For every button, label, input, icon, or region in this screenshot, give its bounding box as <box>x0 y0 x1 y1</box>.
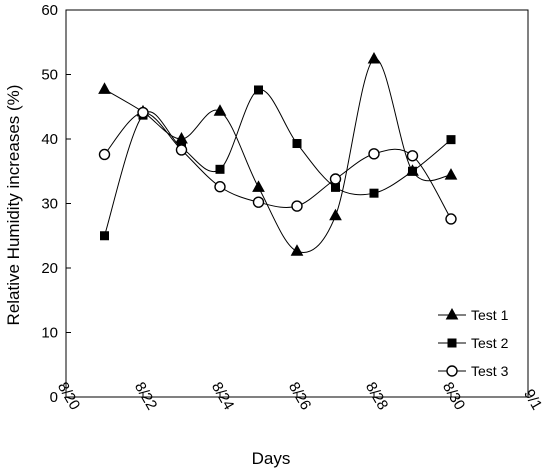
data-point <box>331 182 340 192</box>
legend-item: Test 2 <box>438 335 509 351</box>
x-tick-label: 8/28 <box>362 379 391 413</box>
y-tick-label: 20 <box>41 260 58 277</box>
legend: Test 1 Test 2 Test 3 <box>438 307 509 379</box>
data-point <box>445 213 457 225</box>
data-point <box>446 135 456 145</box>
data-point <box>215 164 225 174</box>
series-line <box>104 112 452 220</box>
y-tick-label: 50 <box>41 67 58 84</box>
legend-item: Test 1 <box>438 307 509 323</box>
x-axis: 8/20 8/22 8/24 8/26 8/28 8/30 9/1 <box>54 379 545 413</box>
series-line <box>104 58 452 253</box>
series-test-3 <box>98 106 457 225</box>
x-tick-label: 8/26 <box>285 379 314 413</box>
data-point <box>406 150 419 162</box>
series-line <box>104 89 452 236</box>
legend-marker <box>446 365 458 377</box>
data-point <box>252 196 265 208</box>
x-tick-label: 8/24 <box>208 379 237 413</box>
data-point <box>213 104 227 116</box>
data-point <box>329 208 342 221</box>
data-point <box>252 180 265 192</box>
y-tick-label: 30 <box>41 196 58 213</box>
data-point <box>367 51 381 64</box>
x-tick-label: 9/1 <box>520 386 545 413</box>
series-test-1 <box>98 51 458 256</box>
legend-item: Test 3 <box>438 363 509 379</box>
y-tick-label: 0 <box>50 389 58 406</box>
data-point <box>369 188 379 198</box>
legend-label: Test 1 <box>471 307 509 323</box>
data-point <box>329 173 342 185</box>
legend-label: Test 2 <box>471 335 509 351</box>
x-tick-label: 8/30 <box>439 379 468 413</box>
data-point <box>408 166 417 176</box>
data-point <box>444 168 458 180</box>
data-point <box>292 139 302 149</box>
legend-marker <box>447 338 457 348</box>
y-axis: 0 10 20 30 40 50 60 <box>41 2 71 406</box>
y-axis-title: Relative Humidity increases (%) <box>4 85 23 326</box>
data-point <box>291 200 303 212</box>
y-tick-label: 10 <box>41 325 58 342</box>
legend-marker <box>445 307 459 320</box>
series-test-2 <box>100 85 456 241</box>
y-tick-label: 60 <box>41 2 58 19</box>
data-point <box>98 82 111 94</box>
data-point <box>290 244 304 256</box>
data-point <box>100 231 109 241</box>
data-point <box>214 181 226 193</box>
x-tick-label: 8/22 <box>131 379 160 413</box>
x-axis-title: Days <box>252 449 291 468</box>
legend-label: Test 3 <box>471 363 509 379</box>
data-point <box>368 148 380 160</box>
x-tick-label: 8/20 <box>54 379 83 413</box>
data-point <box>175 144 188 156</box>
series-layer <box>98 51 458 256</box>
data-point <box>254 85 263 95</box>
data-point <box>98 148 111 161</box>
y-tick-label: 40 <box>41 131 58 148</box>
data-point <box>137 106 149 119</box>
